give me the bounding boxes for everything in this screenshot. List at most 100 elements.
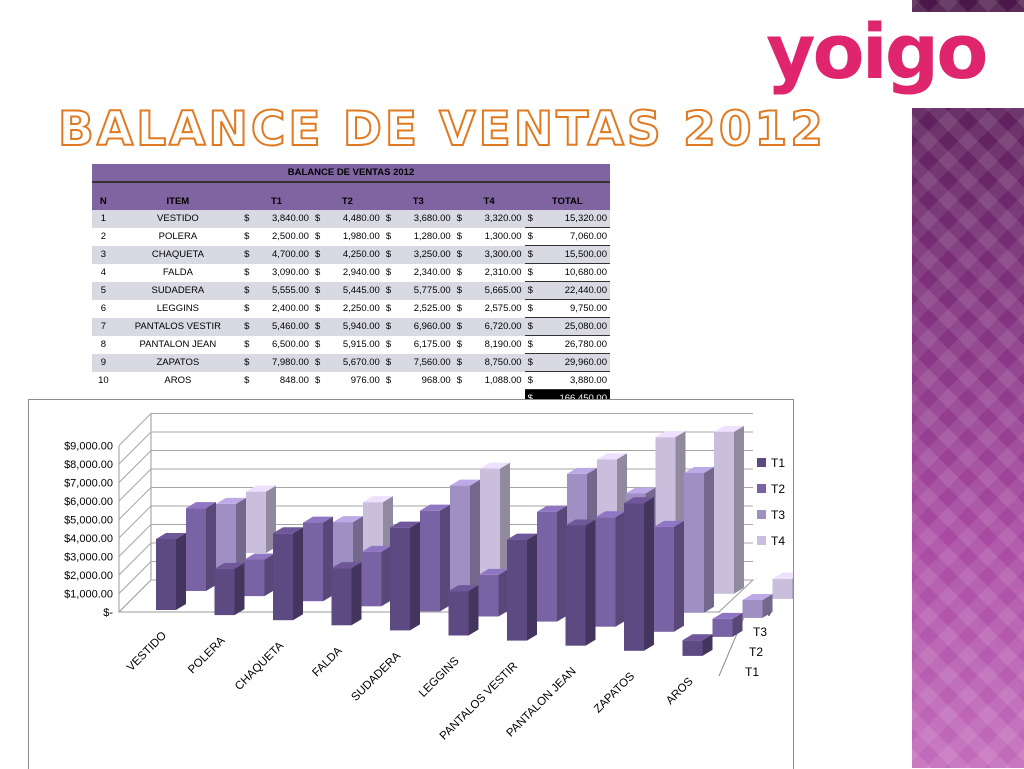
table-row: 4 FALDA $3,090.00 $2,940.00 $2,340.00 $2,310.… (92, 263, 610, 282)
y-tick-label: $3,000.00 (64, 552, 113, 564)
y-tick-label: $4,000.00 (64, 533, 113, 545)
cell-item: PANTALON JEAN (114, 335, 242, 354)
cell-currency: $ (453, 371, 466, 390)
cell-currency: $ (311, 245, 324, 264)
bar-t3-top (333, 516, 363, 523)
col-header-item: ITEM (114, 193, 242, 210)
cell-t4: 3,300.00 (465, 245, 525, 264)
cell-t2: 5,670.00 (323, 353, 383, 372)
bar-t2-side (557, 505, 567, 622)
cell-n: 2 (92, 227, 115, 246)
cell-currency: $ (524, 371, 537, 390)
cell-currency: $ (382, 335, 395, 354)
cell-currency: $ (524, 245, 537, 264)
bar-t2-side (323, 516, 333, 602)
cell-currency: $ (241, 335, 254, 354)
legend-label-t2: T2 (771, 482, 785, 496)
cell-t1: 5,555.00 (253, 281, 312, 300)
cell-currency: $ (382, 210, 395, 228)
cell-currency: $ (453, 335, 466, 354)
y-tick-label: $- (103, 607, 113, 619)
bar-t4-side (734, 425, 744, 594)
x-category-label: FALDA (310, 645, 344, 679)
bar-t1-front (156, 538, 176, 610)
cell-t2: 5,915.00 (323, 335, 383, 354)
cell-currency: $ (311, 353, 324, 372)
table-body: 1 VESTIDO $3,840.00 $4,480.00 $3,680.00 $3,32… (92, 210, 610, 390)
bar-t3-top (684, 466, 714, 473)
cell-t4: 8,190.00 (465, 335, 525, 354)
y-tick-label: $7,000.00 (64, 478, 113, 490)
x-category-label: CHAQUETA (233, 640, 286, 693)
bar-t2-top (654, 520, 684, 527)
bar-t2-top (712, 612, 743, 619)
bar-t3-front (450, 485, 470, 593)
cell-currency: $ (453, 245, 466, 264)
cell-currency: $ (311, 371, 324, 390)
bar-t1-front (448, 591, 469, 636)
bar-t1-top (273, 527, 303, 534)
bar-t2-top (595, 511, 626, 518)
x-category-label: SUDADERA (349, 650, 403, 704)
bar-t4-top (363, 496, 393, 503)
gridline (118, 431, 753, 465)
y-tick-label: $6,000.00 (64, 496, 113, 508)
cell-currency: $ (382, 227, 395, 246)
cell-total: 3,880.00 (536, 371, 610, 390)
cell-currency: $ (524, 299, 537, 318)
cell-t1: 848.00 (253, 371, 312, 390)
bar-t1-front (682, 640, 703, 656)
bar-t4-top (597, 453, 627, 460)
cell-total: 9,750.00 (536, 299, 610, 318)
bar-t1-top (331, 562, 362, 569)
cell-item: VESTIDO (114, 210, 242, 228)
bar-t2-top (303, 516, 333, 523)
cell-item: POLERA (114, 227, 242, 246)
cell-currency: $ (311, 210, 324, 228)
cell-n: 10 (92, 371, 115, 390)
cell-currency: $ (453, 317, 466, 336)
yoigo-logo: yoigo (766, 14, 988, 90)
cell-total: 26,780.00 (536, 335, 610, 354)
cell-currency: $ (453, 227, 466, 246)
bar-t2-front (303, 522, 323, 602)
bar-t2-front (361, 551, 382, 607)
cell-t1: 5,460.00 (253, 317, 312, 336)
bar-t4-top (772, 572, 793, 579)
cell-n: 9 (92, 353, 115, 372)
legend-swatch-t4 (757, 536, 766, 545)
table-row: 9 ZAPATOS $7,980.00 $5,670.00 $7,560.00 $8,75… (92, 353, 610, 372)
cell-item: LEGGINS (114, 299, 242, 318)
cell-currency: $ (524, 210, 537, 228)
bar-t2-front (595, 517, 616, 627)
cell-n: 4 (92, 263, 115, 282)
cell-t3: 3,680.00 (394, 210, 454, 228)
bar-t4-top (480, 462, 510, 469)
cell-currency: $ (382, 245, 395, 264)
x-category-label: PANTALON JEAN (504, 665, 578, 739)
cell-t2: 5,940.00 (323, 317, 383, 336)
depth-tick-label: T2 (749, 645, 763, 659)
cell-total: 15,500.00 (536, 245, 610, 264)
cell-currency: $ (241, 317, 254, 336)
cell-t3: 3,250.00 (394, 245, 454, 264)
bar-t1-top (624, 497, 654, 504)
bar-t3-front (684, 472, 704, 613)
cell-item: AROS (114, 371, 242, 390)
depth-tick-label: T3 (753, 625, 767, 639)
bar-t1-side (527, 533, 537, 641)
cell-currency: $ (241, 299, 254, 318)
cell-t4: 1,088.00 (465, 371, 525, 390)
cell-t3: 6,175.00 (394, 335, 454, 354)
table-row: 10 AROS $848.00 $976.00 $968.00 $1,088.00 $3,8… (92, 371, 610, 390)
bar-t3-side (236, 497, 246, 572)
cell-t3: 5,775.00 (394, 281, 454, 300)
bar-t1-side (351, 562, 362, 626)
cell-currency: $ (241, 245, 254, 264)
cell-currency: $ (311, 299, 324, 318)
table-row: 7 PANTALOS VESTIR $5,460.00 $5,940.00 $6,960… (92, 317, 610, 336)
cell-total: 29,960.00 (536, 353, 610, 372)
cell-t3: 7,560.00 (394, 353, 454, 372)
y-tick-label: $1,000.00 (64, 589, 113, 601)
y-tick-label: $2,000.00 (64, 570, 113, 582)
